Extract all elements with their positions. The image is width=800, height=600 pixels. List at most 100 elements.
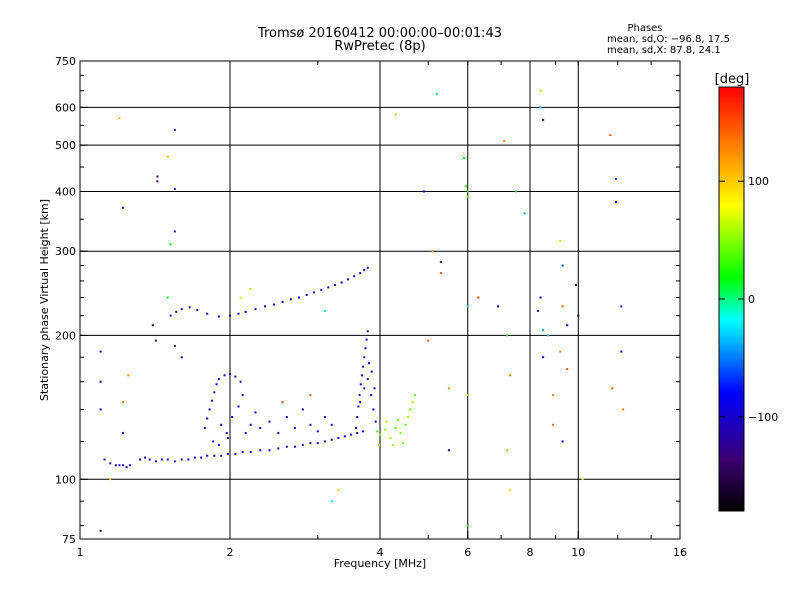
- x-tick-label: 10: [571, 546, 585, 559]
- data-point: [309, 394, 312, 397]
- data-point: [151, 324, 154, 327]
- data-point: [539, 89, 542, 92]
- data-point: [237, 312, 240, 315]
- data-point: [180, 308, 183, 311]
- data-point: [373, 387, 376, 390]
- data-point: [213, 454, 216, 457]
- x-tick-label: 8: [527, 546, 534, 559]
- data-point: [394, 113, 397, 116]
- data-point: [362, 365, 365, 368]
- colorbar-tick-label: 0: [748, 293, 755, 306]
- data-point: [337, 488, 340, 491]
- data-point: [160, 458, 163, 461]
- data-point: [254, 411, 257, 414]
- data-point: [357, 405, 360, 408]
- data-point: [464, 185, 467, 188]
- plot-frame: [79, 60, 681, 540]
- data-point: [206, 417, 209, 420]
- data-point: [169, 243, 172, 246]
- data-point: [552, 394, 555, 397]
- y-tick-label: 75: [62, 533, 76, 546]
- data-point: [239, 296, 242, 299]
- data-point: [234, 452, 237, 455]
- data-point: [427, 339, 430, 342]
- data-point: [353, 275, 356, 278]
- data-point: [370, 394, 373, 397]
- data-point: [503, 140, 506, 143]
- data-point: [241, 394, 244, 397]
- data-point: [156, 180, 159, 183]
- data-point: [343, 435, 346, 438]
- data-point: [402, 442, 405, 445]
- data-point: [367, 362, 370, 365]
- x-tick-label: 1: [77, 546, 84, 559]
- data-point: [173, 187, 176, 190]
- data-point: [301, 443, 304, 446]
- data-point: [122, 464, 125, 467]
- data-point: [466, 305, 469, 308]
- data-point: [249, 288, 252, 291]
- data-point: [309, 423, 312, 426]
- data-point: [268, 449, 271, 452]
- grid-lines: [80, 61, 680, 539]
- data-point: [244, 310, 247, 313]
- data-point: [566, 368, 569, 371]
- data-point: [439, 272, 442, 275]
- data-point: [384, 428, 387, 431]
- scatter-points: [99, 89, 625, 532]
- data-point: [215, 383, 218, 386]
- data-point: [173, 230, 176, 233]
- data-point: [188, 306, 191, 309]
- data-point: [330, 438, 333, 441]
- data-point: [249, 451, 252, 454]
- data-point: [411, 401, 414, 404]
- data-point: [539, 106, 542, 109]
- data-point: [241, 451, 244, 454]
- data-point: [143, 456, 146, 459]
- data-point: [547, 334, 550, 337]
- data-point: [366, 266, 369, 269]
- data-point: [109, 478, 112, 481]
- data-point: [169, 314, 172, 317]
- chart-title-line2: RwPretec (8p): [334, 39, 426, 54]
- data-point: [620, 305, 623, 308]
- data-point: [509, 488, 512, 491]
- data-point: [466, 190, 469, 193]
- data-point: [263, 305, 266, 308]
- data-point: [334, 283, 337, 286]
- data-point: [180, 458, 183, 461]
- data-point: [285, 445, 288, 448]
- data-point: [466, 524, 469, 527]
- data-point: [281, 401, 284, 404]
- data-point: [259, 449, 262, 452]
- x-tick-label: 6: [464, 546, 471, 559]
- data-point: [196, 309, 199, 312]
- data-point: [363, 356, 366, 359]
- data-point: [289, 298, 292, 301]
- data-point: [466, 394, 469, 397]
- data-point: [566, 324, 569, 327]
- data-point: [447, 387, 450, 390]
- y-tick-label: 500: [55, 139, 76, 152]
- data-point: [356, 415, 359, 418]
- data-point: [370, 370, 373, 373]
- data-point: [404, 423, 407, 426]
- data-point: [206, 312, 209, 315]
- data-point: [363, 387, 366, 390]
- data-point: [237, 405, 240, 408]
- data-point: [392, 443, 395, 446]
- data-point: [154, 460, 157, 463]
- data-point: [431, 250, 434, 253]
- data-point: [212, 440, 215, 443]
- data-point: [359, 401, 362, 404]
- data-point: [399, 431, 402, 434]
- data-point: [575, 283, 578, 286]
- data-point: [397, 419, 400, 422]
- data-point: [506, 334, 509, 337]
- data-point: [366, 330, 369, 333]
- data-point: [622, 408, 625, 411]
- data-point: [281, 300, 284, 303]
- data-point: [173, 345, 176, 348]
- data-point: [173, 460, 176, 463]
- data-point: [515, 190, 518, 193]
